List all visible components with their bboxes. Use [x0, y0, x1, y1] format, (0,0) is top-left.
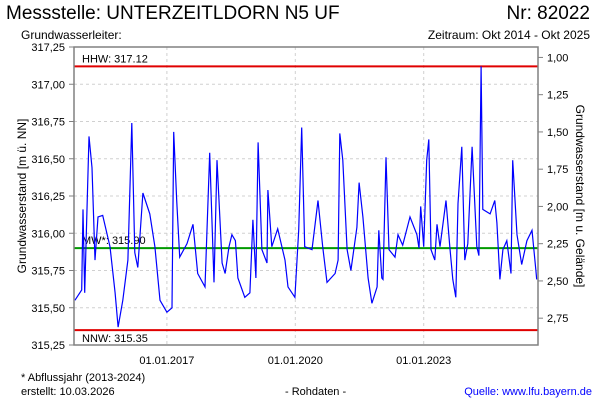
y-axis-label-left: Grundwasserstand [m ü. NN]	[15, 119, 29, 274]
y-tick-label: 317,00	[31, 79, 65, 91]
y-tick-label: 316,50	[31, 154, 65, 166]
mw-label: MW*: 315.90	[82, 235, 146, 247]
y-axis-label-right: Grundwasserstand [m u. Gelände]	[573, 105, 587, 288]
nnw-label: NNW: 315.35	[82, 333, 148, 345]
source-link[interactable]: Quelle: www.lfu.bayern.de	[464, 386, 592, 398]
right-y-tick-label: 1,00	[547, 52, 568, 64]
right-y-tick-label: 2,25	[547, 239, 568, 251]
groundwater-level-series	[74, 66, 538, 328]
right-y-tick-label: 1,50	[547, 127, 568, 139]
right-y-tick-label: 2,50	[547, 276, 568, 288]
x-tick-label: 01.01.2023	[396, 355, 451, 367]
x-tick-label: 01.01.2020	[268, 355, 323, 367]
right-y-tick-label: 1,75	[547, 164, 568, 176]
y-tick-label: 317,25	[31, 42, 65, 54]
created-date: erstellt: 10.03.2026	[21, 386, 115, 398]
y-tick-label: 315,50	[31, 303, 65, 315]
y-tick-label: 316,25	[31, 191, 65, 203]
station-title: Messstelle: UNTERZEITLDORN N5 UF	[6, 3, 340, 24]
right-y-tick-label: 2,75	[547, 313, 568, 325]
x-tick-label: 01.01.2017	[139, 355, 194, 367]
period-label: Zeitraum: Okt 2014 - Okt 2025	[427, 28, 590, 42]
hhw-label: HHW: 317.12	[82, 53, 148, 65]
right-y-tick-label: 1,25	[547, 90, 568, 102]
rawdata-label: - Rohdaten -	[285, 386, 347, 398]
station-number: Nr: 82022	[506, 3, 590, 24]
y-tick-label: 316,00	[31, 228, 65, 240]
y-tick-label: 316,75	[31, 117, 65, 129]
y-tick-label: 315,25	[31, 340, 65, 352]
right-y-tick-label: 2,00	[547, 201, 568, 213]
aquifer-label: Grundwasserleiter:	[21, 28, 122, 42]
y-tick-label: 315,75	[31, 266, 65, 278]
footnote-abflussjahr: * Abflussjahr (2013-2024)	[21, 372, 146, 384]
